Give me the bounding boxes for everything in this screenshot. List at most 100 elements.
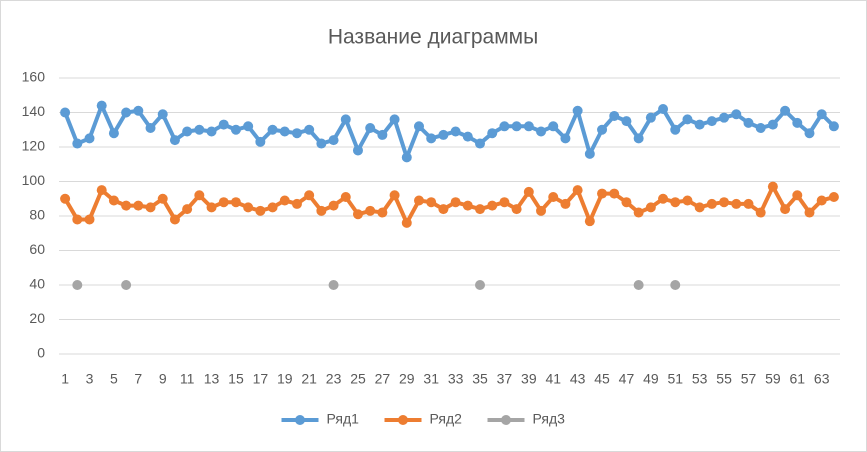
point	[304, 190, 315, 201]
x-tick-label: 9	[159, 371, 167, 387]
point	[499, 197, 510, 208]
point	[536, 126, 547, 137]
point	[121, 200, 132, 211]
point	[340, 114, 351, 125]
x-tick-label: 35	[472, 371, 488, 387]
point	[584, 216, 595, 227]
point	[706, 116, 717, 127]
point	[72, 138, 83, 149]
point	[572, 105, 583, 116]
series-line	[63, 184, 835, 225]
legend-marker	[295, 415, 305, 425]
point	[206, 126, 217, 137]
point	[743, 198, 754, 209]
point	[352, 209, 363, 220]
x-tick-label: 37	[497, 371, 513, 387]
point	[828, 121, 839, 132]
point	[584, 148, 595, 159]
point	[658, 104, 669, 115]
y-tick-label: 60	[29, 241, 45, 257]
point	[291, 128, 302, 139]
point	[816, 195, 827, 206]
point	[609, 188, 620, 199]
point	[804, 128, 815, 139]
point	[157, 193, 168, 204]
point	[96, 185, 107, 196]
point	[633, 133, 644, 144]
point	[267, 202, 278, 213]
point	[328, 135, 339, 146]
point	[389, 114, 400, 125]
point	[426, 197, 437, 208]
x-tick-label: 15	[228, 371, 244, 387]
point	[645, 112, 656, 123]
point	[487, 128, 498, 139]
point	[828, 192, 839, 203]
point	[304, 124, 315, 135]
x-tick-label: 33	[448, 371, 464, 387]
point	[84, 214, 95, 225]
point	[792, 117, 803, 128]
point	[328, 280, 339, 290]
point	[731, 109, 742, 120]
x-tick-label: 41	[545, 371, 561, 387]
point	[475, 280, 486, 290]
point	[340, 192, 351, 203]
series-line	[63, 103, 836, 160]
point	[450, 126, 461, 137]
point	[218, 119, 229, 130]
x-tick-label: 59	[765, 371, 781, 387]
point	[328, 200, 339, 211]
point	[548, 192, 559, 203]
point	[523, 186, 534, 197]
point	[182, 204, 193, 215]
x-tick-label: 27	[375, 371, 391, 387]
point	[621, 116, 632, 127]
x-tick-label: 45	[594, 371, 610, 387]
point	[438, 129, 449, 140]
y-tick-label: 120	[22, 138, 46, 154]
x-tick-label: 43	[570, 371, 586, 387]
x-tick-label: 3	[86, 371, 94, 387]
point	[755, 123, 766, 134]
point	[389, 190, 400, 201]
point	[182, 126, 193, 137]
x-tick-label: 31	[423, 371, 439, 387]
point	[804, 207, 815, 218]
point	[816, 109, 827, 120]
point	[413, 195, 424, 206]
point	[536, 205, 547, 216]
point	[694, 119, 705, 130]
x-tick-label: 11	[180, 371, 195, 387]
point	[597, 188, 608, 199]
x-tick-label: 29	[399, 371, 415, 387]
point	[316, 138, 327, 149]
x-tick-label: 13	[204, 371, 220, 387]
legend-label: Ряд3	[533, 411, 566, 427]
y-tick-label: 0	[37, 345, 45, 361]
y-tick-label: 80	[29, 207, 45, 223]
point	[780, 105, 791, 116]
point	[194, 190, 205, 201]
point	[84, 133, 95, 144]
point	[670, 280, 681, 290]
point	[560, 133, 571, 144]
legend-label: Ряд2	[430, 411, 463, 427]
point	[548, 121, 559, 132]
point	[255, 136, 266, 147]
point	[706, 198, 717, 209]
point	[218, 197, 229, 208]
x-tick-label: 21	[301, 371, 317, 387]
y-tick-label: 100	[22, 172, 46, 188]
point	[60, 107, 71, 118]
point	[72, 280, 83, 290]
point	[377, 129, 388, 140]
point	[377, 207, 388, 218]
y-tick-label: 20	[29, 310, 45, 326]
x-tick-label: 23	[326, 371, 342, 387]
point	[401, 152, 412, 163]
point	[401, 217, 412, 228]
point	[145, 202, 156, 213]
point	[719, 197, 730, 208]
